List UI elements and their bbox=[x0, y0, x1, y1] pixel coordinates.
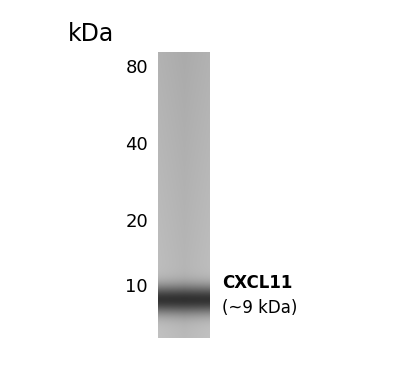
Text: 40: 40 bbox=[125, 136, 148, 154]
Text: kDa: kDa bbox=[68, 22, 114, 46]
Text: CXCL11: CXCL11 bbox=[222, 274, 292, 292]
Text: 20: 20 bbox=[125, 213, 148, 231]
Text: (~9 kDa): (~9 kDa) bbox=[222, 299, 297, 317]
Text: 10: 10 bbox=[125, 278, 148, 296]
Text: 80: 80 bbox=[125, 59, 148, 77]
